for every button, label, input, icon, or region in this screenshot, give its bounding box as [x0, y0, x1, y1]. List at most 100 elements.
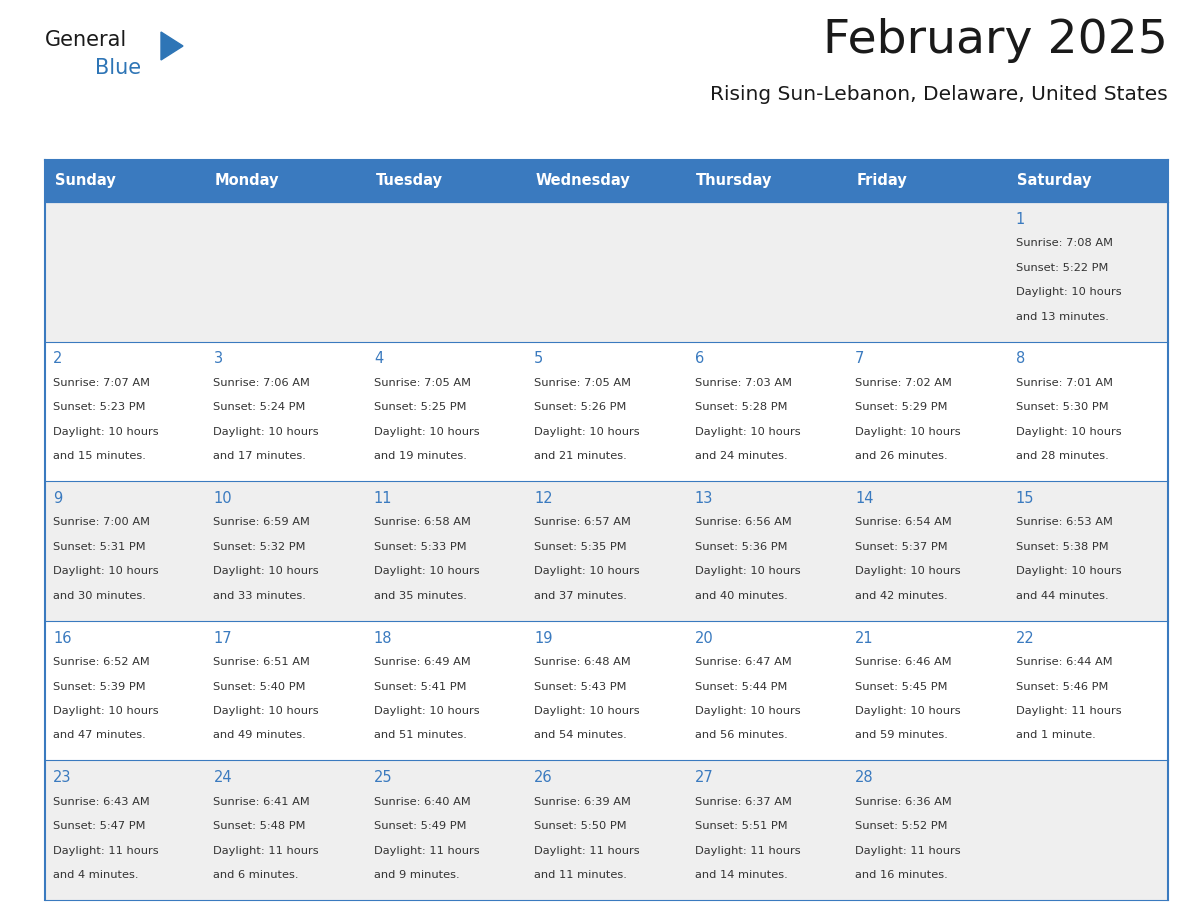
Text: 18: 18 — [374, 631, 392, 645]
Text: 17: 17 — [214, 631, 232, 645]
Text: Daylight: 10 hours: Daylight: 10 hours — [214, 427, 320, 437]
Text: Daylight: 10 hours: Daylight: 10 hours — [53, 427, 159, 437]
Text: Sunrise: 7:01 AM: Sunrise: 7:01 AM — [1016, 378, 1113, 388]
Text: Sunrise: 6:46 AM: Sunrise: 6:46 AM — [855, 657, 952, 667]
Bar — [1007, 202, 1168, 341]
Text: General: General — [45, 30, 127, 50]
Text: and 14 minutes.: and 14 minutes. — [695, 870, 788, 880]
Bar — [526, 481, 687, 621]
Text: Sunset: 5:30 PM: Sunset: 5:30 PM — [1016, 402, 1108, 412]
Text: and 4 minutes.: and 4 minutes. — [53, 870, 139, 880]
Text: Daylight: 11 hours: Daylight: 11 hours — [374, 845, 480, 856]
Text: Sunset: 5:37 PM: Sunset: 5:37 PM — [855, 542, 948, 552]
Text: Daylight: 10 hours: Daylight: 10 hours — [695, 427, 801, 437]
Text: 4: 4 — [374, 352, 383, 366]
Text: Sunrise: 6:51 AM: Sunrise: 6:51 AM — [214, 657, 310, 667]
Text: Sunrise: 7:05 AM: Sunrise: 7:05 AM — [535, 378, 631, 388]
Text: 20: 20 — [695, 631, 714, 645]
Text: Blue: Blue — [95, 58, 141, 78]
Text: Daylight: 10 hours: Daylight: 10 hours — [855, 566, 961, 577]
Bar — [1007, 760, 1168, 900]
Bar — [526, 202, 687, 341]
Text: Daylight: 10 hours: Daylight: 10 hours — [53, 706, 159, 716]
Text: Sunset: 5:31 PM: Sunset: 5:31 PM — [53, 542, 146, 552]
Text: Daylight: 10 hours: Daylight: 10 hours — [214, 706, 320, 716]
Text: and 6 minutes.: and 6 minutes. — [214, 870, 299, 880]
Text: 5: 5 — [535, 352, 544, 366]
Bar — [366, 341, 526, 481]
Bar — [687, 621, 847, 760]
Text: 1: 1 — [1016, 212, 1025, 227]
Text: Rising Sun-Lebanon, Delaware, United States: Rising Sun-Lebanon, Delaware, United Sta… — [710, 85, 1168, 104]
Text: and 16 minutes.: and 16 minutes. — [855, 870, 948, 880]
Text: 16: 16 — [53, 631, 71, 645]
Text: Sunset: 5:26 PM: Sunset: 5:26 PM — [535, 402, 627, 412]
Text: Sunrise: 6:36 AM: Sunrise: 6:36 AM — [855, 797, 952, 807]
Text: Saturday: Saturday — [1017, 174, 1092, 188]
Text: Sunrise: 7:08 AM: Sunrise: 7:08 AM — [1016, 239, 1113, 248]
Text: and 28 minutes.: and 28 minutes. — [1016, 451, 1108, 461]
Text: Daylight: 10 hours: Daylight: 10 hours — [214, 566, 320, 577]
Text: Sunrise: 6:40 AM: Sunrise: 6:40 AM — [374, 797, 470, 807]
Text: Sunrise: 7:07 AM: Sunrise: 7:07 AM — [53, 378, 150, 388]
Bar — [45, 621, 206, 760]
Text: Daylight: 10 hours: Daylight: 10 hours — [535, 427, 640, 437]
Text: Sunset: 5:32 PM: Sunset: 5:32 PM — [214, 542, 307, 552]
Text: 25: 25 — [374, 770, 392, 785]
Bar — [526, 341, 687, 481]
Text: Sunset: 5:47 PM: Sunset: 5:47 PM — [53, 821, 145, 831]
Text: 2: 2 — [53, 352, 63, 366]
Text: Sunset: 5:40 PM: Sunset: 5:40 PM — [214, 681, 307, 691]
Text: Sunrise: 6:44 AM: Sunrise: 6:44 AM — [1016, 657, 1112, 667]
Text: and 59 minutes.: and 59 minutes. — [855, 731, 948, 741]
Text: Sunset: 5:52 PM: Sunset: 5:52 PM — [855, 821, 948, 831]
Text: Sunset: 5:51 PM: Sunset: 5:51 PM — [695, 821, 788, 831]
Text: Sunrise: 6:41 AM: Sunrise: 6:41 AM — [214, 797, 310, 807]
Text: and 30 minutes.: and 30 minutes. — [53, 591, 146, 600]
Text: Sunrise: 6:59 AM: Sunrise: 6:59 AM — [214, 518, 310, 528]
Text: Sunset: 5:28 PM: Sunset: 5:28 PM — [695, 402, 788, 412]
Text: and 54 minutes.: and 54 minutes. — [535, 731, 627, 741]
Text: 11: 11 — [374, 491, 392, 506]
Text: Daylight: 10 hours: Daylight: 10 hours — [855, 706, 961, 716]
Text: Sunset: 5:29 PM: Sunset: 5:29 PM — [855, 402, 948, 412]
Text: 21: 21 — [855, 631, 874, 645]
Text: 7: 7 — [855, 352, 865, 366]
Text: and 35 minutes.: and 35 minutes. — [374, 591, 467, 600]
Text: 22: 22 — [1016, 631, 1035, 645]
Bar — [526, 621, 687, 760]
Text: Daylight: 10 hours: Daylight: 10 hours — [1016, 427, 1121, 437]
Text: Sunset: 5:38 PM: Sunset: 5:38 PM — [1016, 542, 1108, 552]
Polygon shape — [162, 32, 183, 60]
Bar — [687, 202, 847, 341]
Bar — [206, 341, 366, 481]
Text: 14: 14 — [855, 491, 873, 506]
Text: and 19 minutes.: and 19 minutes. — [374, 451, 467, 461]
Bar — [45, 481, 206, 621]
Text: Daylight: 10 hours: Daylight: 10 hours — [535, 566, 640, 577]
Bar — [847, 760, 1007, 900]
Text: Wednesday: Wednesday — [536, 174, 631, 188]
Text: Sunrise: 6:56 AM: Sunrise: 6:56 AM — [695, 518, 791, 528]
Text: 3: 3 — [214, 352, 222, 366]
Bar — [687, 760, 847, 900]
Text: and 1 minute.: and 1 minute. — [1016, 731, 1095, 741]
Text: Daylight: 10 hours: Daylight: 10 hours — [695, 566, 801, 577]
Text: 23: 23 — [53, 770, 71, 785]
Text: and 49 minutes.: and 49 minutes. — [214, 731, 307, 741]
Text: and 40 minutes.: and 40 minutes. — [695, 591, 788, 600]
Text: Sunrise: 6:48 AM: Sunrise: 6:48 AM — [535, 657, 631, 667]
Text: Sunset: 5:22 PM: Sunset: 5:22 PM — [1016, 263, 1108, 273]
Text: Sunrise: 6:37 AM: Sunrise: 6:37 AM — [695, 797, 791, 807]
Text: and 17 minutes.: and 17 minutes. — [214, 451, 307, 461]
Text: Sunrise: 6:43 AM: Sunrise: 6:43 AM — [53, 797, 150, 807]
Text: Tuesday: Tuesday — [375, 174, 442, 188]
Text: Monday: Monday — [215, 174, 279, 188]
Text: Sunset: 5:43 PM: Sunset: 5:43 PM — [535, 681, 627, 691]
Bar — [366, 760, 526, 900]
Bar — [206, 481, 366, 621]
Bar — [206, 621, 366, 760]
Text: Sunset: 5:44 PM: Sunset: 5:44 PM — [695, 681, 788, 691]
Bar — [847, 481, 1007, 621]
Text: and 21 minutes.: and 21 minutes. — [535, 451, 627, 461]
